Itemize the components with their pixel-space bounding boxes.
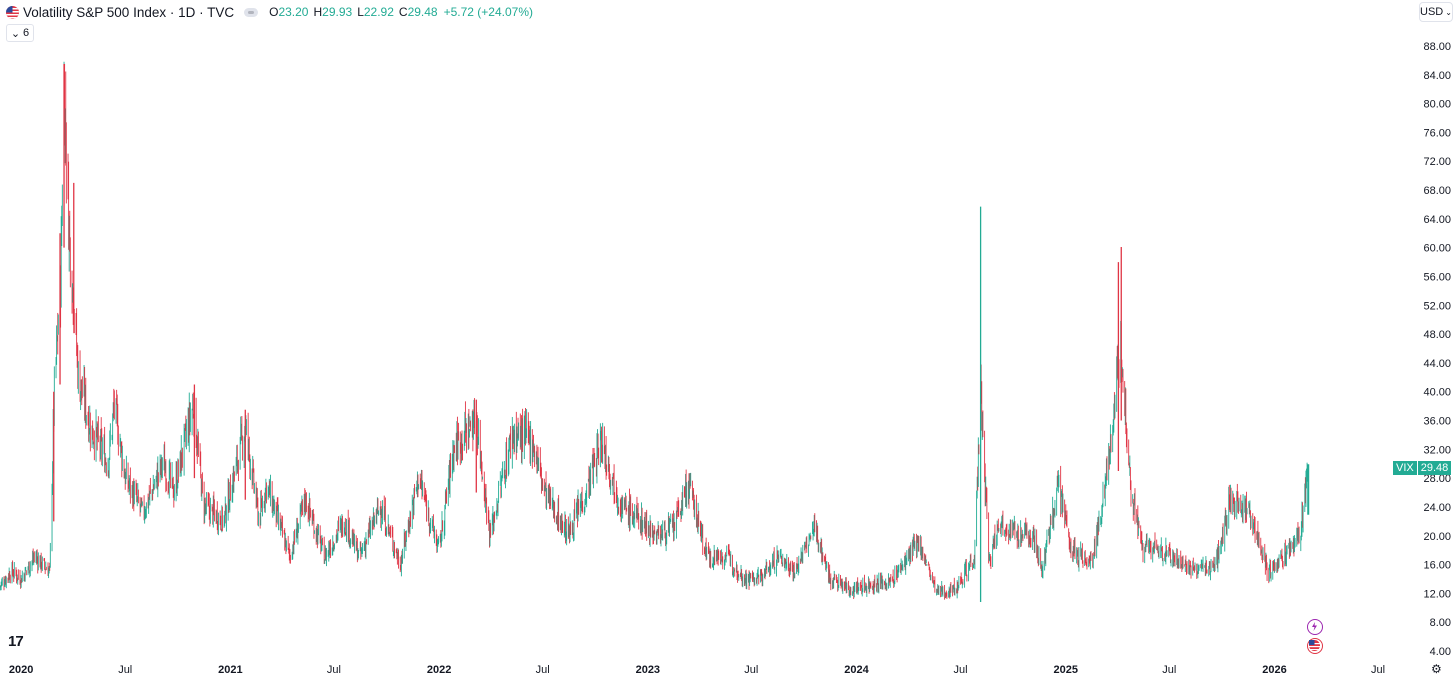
chevron-down-icon: ⌄ [10,27,21,40]
x-tick-label: Jul [744,664,758,676]
y-tick-label: 28.00 [1423,473,1451,485]
y-tick-label: 68.00 [1423,185,1451,197]
currency-button[interactable]: USD ⌄ [1419,2,1453,22]
x-tick-label: Jul [1371,664,1385,676]
y-tick-label: 44.00 [1423,358,1451,370]
y-tick-label: 64.00 [1423,214,1451,226]
y-tick-label: 20.00 [1423,531,1451,543]
x-tick-label: 2023 [636,664,660,676]
symbol-title[interactable]: Volatility S&P 500 Index · 1D · TVC [23,4,235,20]
y-tick-label: 24.00 [1423,502,1451,514]
x-tick-label: 2025 [1054,664,1078,676]
price-axis[interactable]: 88.00 84.00 80.00 76.00 72.00 68.00 64.00 60.00… [1423,41,1451,658]
legend-header: Volatility S&P 500 Index · 1D · TVC O 23.… [6,3,533,21]
y-tick-label: 52.00 [1423,300,1451,312]
visibility-toggle-icon[interactable] [244,7,259,17]
y-tick-label: 32.00 [1423,444,1451,456]
last-price-symbol: VIX [1393,461,1417,475]
last-price-label: VIX 29.48 [1393,461,1452,475]
x-tick-label: 2024 [844,664,869,676]
x-tick-label: 2022 [427,664,451,676]
y-tick-label: 80.00 [1423,99,1451,111]
time-axis[interactable]: 2020 Jul 2021 Jul 2022 Jul 2023 Jul 2024 Jul 2025 J… [9,664,1385,676]
low-value: 22.92 [363,5,394,19]
high-key: H [313,5,323,19]
indicators-count: 6 [23,27,30,39]
y-tick-label: 56.00 [1423,271,1451,283]
x-tick-label: Jul [536,664,550,676]
y-tick-label: 40.00 [1423,387,1451,399]
chevron-down-icon: ⌄ [1445,7,1452,17]
change-value: +5.72 (+24.07%) [443,5,534,19]
y-tick-label: 48.00 [1423,329,1451,341]
y-tick-label: 16.00 [1423,560,1451,572]
tradingview-logo[interactable]: 17 [8,633,24,650]
open-value: 23.20 [278,5,309,19]
x-tick-label: 2026 [1262,664,1286,676]
y-tick-label: 60.00 [1423,243,1451,255]
us-flag-icon [6,5,19,19]
x-tick-label: Jul [118,664,132,676]
y-tick-label: 76.00 [1423,127,1451,139]
currency-label: USD [1420,6,1444,18]
low-key: L [357,5,364,19]
high-value: 29.93 [322,5,353,19]
lightning-event-icon[interactable] [1307,619,1323,635]
last-candle [1307,464,1310,515]
x-tick-label: 2021 [218,664,242,676]
close-key: C [398,5,408,19]
y-tick-label: 88.00 [1423,41,1451,53]
gear-icon[interactable]: ⚙ [1431,662,1442,676]
x-tick-label: Jul [1162,664,1176,676]
open-key: O [269,5,279,19]
x-tick-label: 2020 [9,664,33,676]
indicators-toggle-button[interactable]: ⌄ 6 [6,24,34,42]
x-tick-label: Jul [327,664,341,676]
y-tick-label: 4.00 [1430,646,1451,658]
last-price-value: 29.48 [1417,461,1452,475]
x-tick-label: Jul [954,664,968,676]
candlestick-series [0,61,1310,603]
y-tick-label: 84.00 [1423,70,1451,82]
close-value: 29.48 [407,5,438,19]
y-tick-label: 36.00 [1423,416,1451,428]
y-tick-label: 8.00 [1430,617,1451,629]
y-tick-label: 72.00 [1423,156,1451,168]
flag-event-icon[interactable] [1307,638,1323,654]
y-tick-label: 12.00 [1423,588,1451,600]
